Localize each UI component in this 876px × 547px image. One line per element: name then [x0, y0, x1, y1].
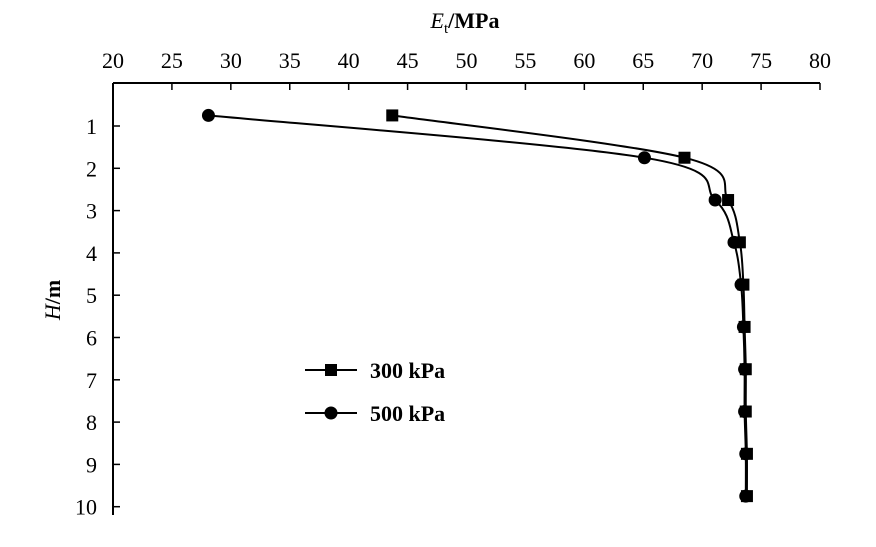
x-axis-symbol: E: [430, 8, 445, 33]
y-ticks: 1 2 3 4 5 6 7 8 9 10: [75, 114, 120, 520]
series-line-500kpa: [208, 114, 747, 497]
x-tick-label: 80: [809, 48, 831, 73]
data-point-circle: [727, 235, 741, 249]
series-500kpa: [201, 108, 753, 503]
data-point-circle: [738, 405, 752, 419]
x-tick-label: 40: [338, 48, 360, 73]
x-tick-label: 65: [632, 48, 654, 73]
x-ticks: 20 25 30 35 40 45 50 55 60 65 70 75 80: [102, 48, 831, 90]
x-tick-label: 55: [514, 48, 536, 73]
data-point-circle: [739, 447, 753, 461]
legend-marker-circle: [324, 406, 338, 420]
x-tick-label: 50: [456, 48, 478, 73]
y-tick-label: 8: [86, 410, 97, 435]
y-axis-unit: /m: [40, 280, 65, 305]
x-tick-label: 25: [161, 48, 183, 73]
data-point-square: [386, 109, 399, 122]
y-tick-label: 6: [86, 326, 97, 351]
y-tick-label: 10: [75, 495, 97, 520]
x-tick-label: 70: [691, 48, 713, 73]
data-point-circle: [201, 108, 215, 122]
x-tick-label: 75: [750, 48, 772, 73]
data-point-circle: [738, 362, 752, 376]
data-point-circle: [708, 193, 722, 207]
y-tick-label: 3: [86, 199, 97, 224]
y-tick-label: 9: [86, 452, 97, 477]
x-tick-label: 35: [279, 48, 301, 73]
legend-label-300kpa: 300 kPa: [370, 358, 445, 383]
data-point-circle: [736, 320, 750, 334]
data-point-square: [722, 194, 735, 207]
legend-item-300kpa: 300 kPa: [305, 358, 445, 383]
x-tick-label: 60: [573, 48, 595, 73]
y-tick-label: 1: [86, 114, 97, 139]
legend: 300 kPa 500 kPa: [305, 358, 445, 426]
x-tick-label: 30: [220, 48, 242, 73]
x-axis-unit: /MPa: [447, 8, 499, 33]
data-point-circle: [637, 151, 651, 165]
legend-item-500kpa: 500 kPa: [305, 401, 445, 426]
series-layer: [201, 108, 753, 503]
x-tick-label: 45: [397, 48, 419, 73]
y-tick-label: 5: [86, 283, 97, 308]
y-axis-symbol: H: [40, 303, 65, 321]
x-axis-title: Et/MPa: [430, 8, 500, 37]
legend-label-500kpa: 500 kPa: [370, 401, 445, 426]
y-tick-label: 2: [86, 156, 97, 181]
legend-marker-square: [325, 364, 337, 376]
data-point-circle: [734, 278, 748, 292]
series-300kpa: [386, 109, 753, 503]
x-tick-label: 20: [102, 48, 124, 73]
data-point-circle: [739, 489, 753, 503]
y-tick-label: 4: [86, 241, 97, 266]
series-line-300kpa: [392, 114, 748, 497]
y-axis-title: H/m: [40, 280, 65, 321]
data-point-square: [678, 151, 691, 164]
y-tick-label: 7: [86, 368, 97, 393]
x-axis-subscript: t: [444, 21, 449, 37]
